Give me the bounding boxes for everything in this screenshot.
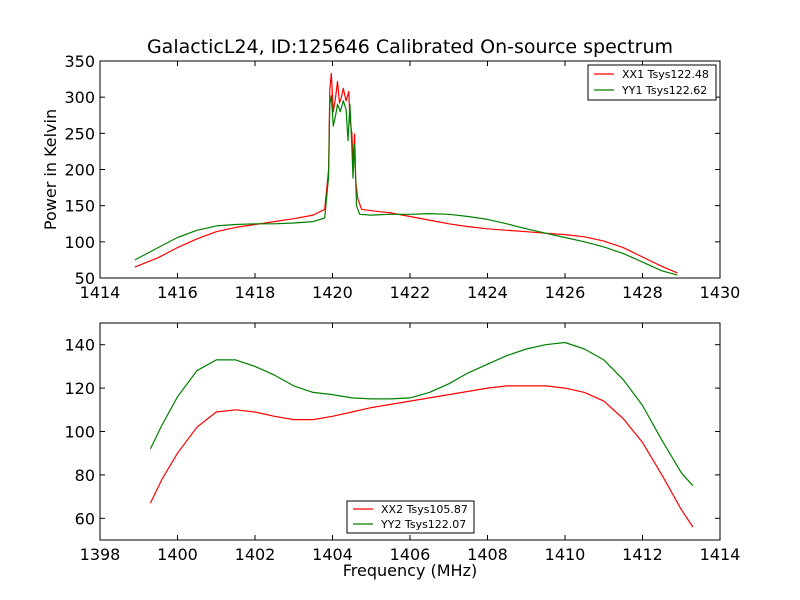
series-line-yy1 xyxy=(134,95,678,276)
top-legend-box xyxy=(587,64,717,101)
y-tick-label: 100 xyxy=(64,423,95,442)
y-tick-label: 250 xyxy=(64,124,95,143)
y-tick-label: 350 xyxy=(64,52,95,71)
legend-label-xx1: XX1 Tsys122.48 xyxy=(622,68,709,81)
x-tick-label: 1430 xyxy=(700,283,741,302)
top-legend: XX1 Tsys122.48 YY1 Tsys122.62 xyxy=(587,64,717,101)
y-tick-label: 100 xyxy=(64,233,95,252)
legend-label-yy1: YY1 Tsys122.62 xyxy=(621,84,707,97)
x-tick-label: 1410 xyxy=(545,545,586,564)
y-tick-label: 50 xyxy=(75,269,95,288)
y-tick-label: 60 xyxy=(75,509,95,528)
x-tick-label: 1398 xyxy=(80,545,121,564)
series-line-xx2 xyxy=(149,385,694,528)
x-tick-label: 1414 xyxy=(700,545,741,564)
bottom-panel: 1398 1400 1402 1404 1406 1408 1410 1412 1414 60 80… xyxy=(64,322,740,580)
bottom-legend: XX2 Tsys105.87 YY2 Tsys122.07 xyxy=(346,500,475,534)
top-panel: 1414 1416 1418 1420 1422 1424 1426 1428 1430 50 10… xyxy=(41,52,740,302)
y-tick-label: 80 xyxy=(75,466,95,485)
y-tick-label: 300 xyxy=(64,88,95,107)
x-tick-label: 1406 xyxy=(390,545,431,564)
x-tick-label: 1418 xyxy=(235,283,276,302)
top-series-layer xyxy=(134,72,678,276)
x-tick-label: 1426 xyxy=(545,283,586,302)
top-y-axis-label: Power in Kelvin xyxy=(41,109,60,230)
x-tick-label: 1400 xyxy=(157,545,198,564)
bottom-series-layer xyxy=(149,341,694,528)
top-tick-layer: 1414 1416 1418 1420 1422 1424 1426 1428 1430 50 10… xyxy=(64,52,740,302)
x-tick-label: 1412 xyxy=(622,545,663,564)
legend-label-yy2: YY2 Tsys122.07 xyxy=(380,518,466,531)
x-tick-label: 1402 xyxy=(235,545,276,564)
y-tick-label: 200 xyxy=(64,161,95,180)
y-tick-label: 120 xyxy=(64,379,95,398)
x-tick-label: 1414 xyxy=(80,283,121,302)
x-tick-label: 1424 xyxy=(467,283,508,302)
x-tick-label: 1408 xyxy=(467,545,508,564)
y-tick-label: 140 xyxy=(64,336,95,355)
series-line-xx1 xyxy=(134,72,678,274)
x-tick-label: 1428 xyxy=(622,283,663,302)
bottom-tick-layer: 1398 1400 1402 1404 1406 1408 1410 1412 1414 60 80… xyxy=(64,323,740,564)
y-tick-label: 150 xyxy=(64,197,95,216)
x-tick-label: 1404 xyxy=(312,545,353,564)
legend-label-xx2: XX2 Tsys105.87 xyxy=(381,503,468,516)
series-line-yy2 xyxy=(149,341,694,487)
x-tick-label: 1416 xyxy=(157,283,198,302)
x-tick-label: 1422 xyxy=(390,283,431,302)
bottom-legend-box xyxy=(346,500,475,534)
bottom-x-axis-label: Frequency (MHz) xyxy=(343,561,477,580)
x-tick-label: 1420 xyxy=(312,283,353,302)
chart-title: GalacticL24, ID:125646 Calibrated On-sou… xyxy=(147,36,673,58)
